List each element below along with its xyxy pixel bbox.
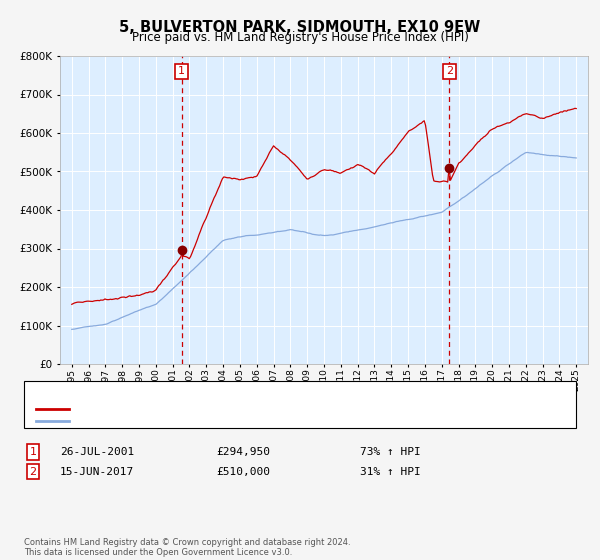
Text: 2: 2 — [446, 67, 453, 76]
Text: 2: 2 — [29, 466, 37, 477]
Text: 5, BULVERTON PARK, SIDMOUTH, EX10 9EW: 5, BULVERTON PARK, SIDMOUTH, EX10 9EW — [119, 20, 481, 35]
Text: 31% ↑ HPI: 31% ↑ HPI — [360, 466, 421, 477]
Text: £510,000: £510,000 — [216, 466, 270, 477]
Text: 1: 1 — [29, 447, 37, 457]
Text: 73% ↑ HPI: 73% ↑ HPI — [360, 447, 421, 457]
Text: £294,950: £294,950 — [216, 447, 270, 457]
Text: HPI: Average price, detached house, East Devon: HPI: Average price, detached house, East… — [72, 416, 324, 426]
Text: 26-JUL-2001: 26-JUL-2001 — [60, 447, 134, 457]
Text: Price paid vs. HM Land Registry's House Price Index (HPI): Price paid vs. HM Land Registry's House … — [131, 31, 469, 44]
Text: 1: 1 — [178, 67, 185, 76]
Text: Contains HM Land Registry data © Crown copyright and database right 2024.
This d: Contains HM Land Registry data © Crown c… — [24, 538, 350, 557]
Text: 5, BULVERTON PARK, SIDMOUTH, EX10 9EW (detached house): 5, BULVERTON PARK, SIDMOUTH, EX10 9EW (d… — [72, 404, 394, 414]
Text: 15-JUN-2017: 15-JUN-2017 — [60, 466, 134, 477]
